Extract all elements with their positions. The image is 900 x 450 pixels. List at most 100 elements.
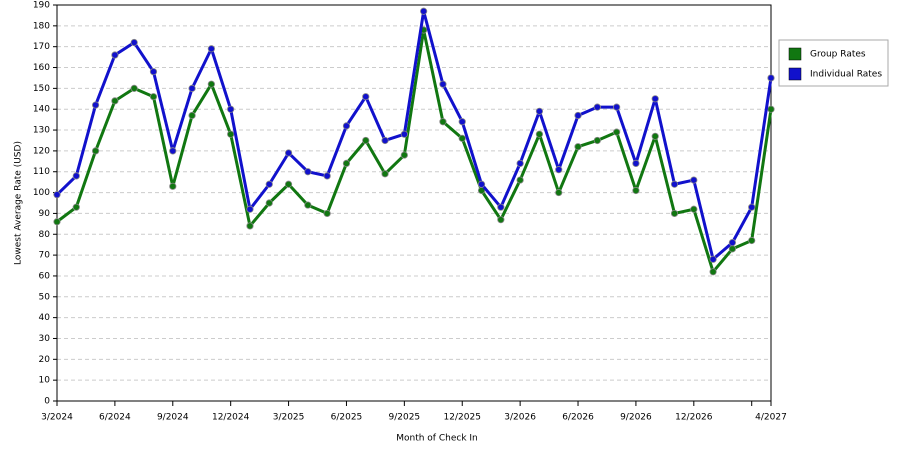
series-line — [55, 9, 773, 261]
y-tick-label: 60 — [39, 271, 51, 281]
y-axis-label: Lowest Average Rate (USD) — [14, 141, 24, 265]
data-point — [91, 147, 100, 155]
data-point — [207, 45, 215, 53]
data-point — [670, 209, 679, 218]
data-point — [323, 209, 331, 218]
data-point — [265, 180, 273, 188]
legend-swatch — [788, 67, 802, 81]
data-point — [207, 80, 215, 88]
data-point — [188, 111, 196, 120]
data-point — [381, 136, 389, 145]
y-tick-label: 40 — [39, 313, 51, 323]
legend-label: Group Rates — [810, 50, 866, 60]
legend-label: Individual Rates — [810, 70, 882, 80]
data-point — [728, 245, 737, 253]
data-point — [246, 222, 254, 230]
data-point — [149, 68, 158, 76]
data-point — [458, 134, 466, 142]
data-point — [265, 199, 273, 207]
data-point — [574, 143, 582, 151]
x-tick-label: 12/2025 — [444, 413, 481, 423]
y-tick-label: 10 — [39, 376, 51, 386]
legend-box — [778, 39, 889, 87]
y-tick-label: 110 — [33, 167, 50, 177]
x-tick-label: 9/2026 — [620, 413, 652, 423]
data-point — [111, 97, 119, 105]
y-tick-label: 70 — [39, 251, 51, 261]
y-tick-label: 190 — [33, 1, 50, 11]
data-point — [690, 176, 698, 184]
y-tick-label: 90 — [39, 209, 51, 219]
data-point — [748, 236, 756, 245]
y-tick-label: 100 — [33, 188, 50, 198]
data-point — [709, 255, 717, 263]
data-point — [439, 118, 447, 126]
data-point — [400, 130, 408, 138]
data-point — [227, 105, 235, 113]
x-tick-label: 6/2026 — [562, 413, 594, 423]
x-tick-label: 9/2025 — [389, 413, 421, 423]
data-point — [535, 107, 544, 115]
data-point — [381, 170, 389, 178]
x-tick-label: 4/2027 — [755, 413, 787, 423]
data-point — [535, 130, 544, 138]
x-tick-label: 6/2025 — [331, 413, 363, 423]
data-point — [304, 201, 312, 209]
data-point — [574, 111, 582, 120]
y-tick-label: 30 — [39, 334, 51, 344]
data-point — [497, 203, 505, 211]
data-point — [284, 149, 293, 157]
data-point — [458, 118, 466, 126]
x-tick-label: 12/2026 — [675, 413, 713, 423]
x-tick-label: 3/2024 — [41, 413, 73, 423]
data-point — [477, 180, 486, 188]
data-point — [613, 128, 621, 136]
data-point — [632, 186, 640, 195]
data-point — [72, 172, 80, 180]
data-point — [555, 166, 563, 174]
data-point — [651, 95, 659, 103]
data-point — [748, 203, 756, 211]
data-point — [53, 218, 61, 226]
data-point — [130, 38, 138, 47]
data-point — [439, 80, 447, 88]
plot-frame — [56, 4, 772, 402]
data-point — [149, 93, 158, 101]
data-point — [130, 84, 138, 92]
x-axis-label: Month of Check In — [396, 434, 478, 444]
data-point — [593, 136, 601, 145]
x-tick-label: 12/2024 — [212, 413, 250, 423]
data-point — [169, 147, 177, 155]
legend-swatch — [788, 47, 802, 61]
data-point — [169, 182, 177, 190]
data-point — [651, 132, 659, 140]
data-point — [400, 151, 408, 159]
data-point — [728, 239, 737, 247]
y-tick-label: 170 — [33, 42, 50, 52]
data-point — [555, 188, 563, 197]
data-point — [188, 84, 196, 92]
data-point — [709, 268, 717, 276]
data-point — [613, 103, 621, 111]
data-point — [284, 180, 293, 188]
series-line — [56, 28, 773, 274]
data-point — [690, 205, 698, 213]
y-tick-label: 120 — [33, 146, 50, 156]
data-point — [91, 101, 100, 109]
y-tick-label: 20 — [39, 355, 51, 365]
data-point — [246, 205, 254, 213]
data-point — [420, 7, 428, 15]
x-tick-label: 9/2024 — [157, 413, 189, 423]
data-point — [323, 172, 331, 180]
data-point — [632, 159, 640, 167]
y-tick-label: 160 — [33, 63, 50, 73]
y-tick-label: 140 — [33, 105, 50, 115]
data-point — [516, 159, 524, 167]
y-tick-label: 180 — [33, 21, 50, 31]
y-tick-label: 130 — [33, 126, 50, 136]
data-point — [670, 180, 679, 188]
data-point — [304, 168, 312, 176]
data-point — [362, 93, 370, 101]
